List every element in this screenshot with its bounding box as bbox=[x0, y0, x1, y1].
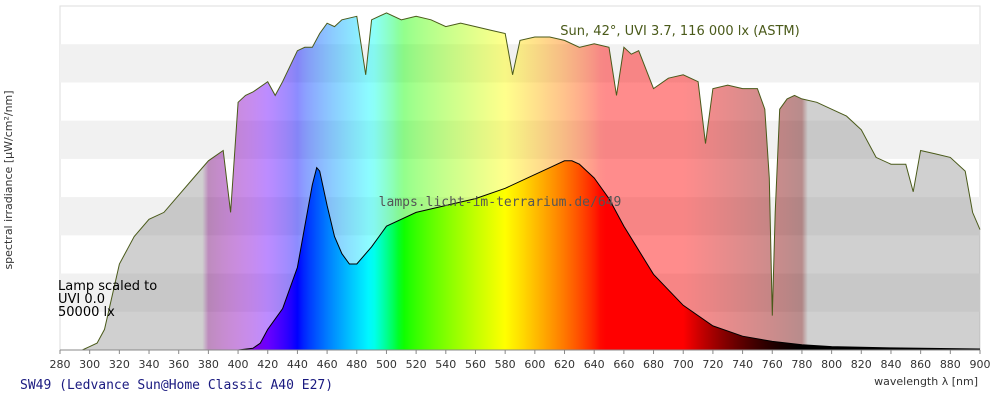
y-axis-label: spectral irradiance [µW/cm²/nm] bbox=[2, 90, 15, 269]
x-tick-label: 660 bbox=[613, 358, 634, 371]
x-tick-label: 380 bbox=[198, 358, 219, 371]
lamp-spectrum-line bbox=[238, 160, 981, 351]
sun-series-label: Sun, 42°, UVI 3.7, 116 000 lx (ASTM) bbox=[560, 24, 799, 39]
sun-spectrum-line bbox=[82, 12, 981, 351]
x-tick-label: 420 bbox=[257, 358, 278, 371]
x-tick-label: 500 bbox=[376, 358, 397, 371]
x-tick-label: 720 bbox=[702, 358, 723, 371]
x-tick-label: 460 bbox=[317, 358, 338, 371]
watermark-text: lamps.licht-im-terrarium.de/649 bbox=[379, 195, 622, 210]
x-tick-label: 820 bbox=[851, 358, 872, 371]
x-axis-ticks: 280 300 320 340 360 380 400 420 440 460 480 500 520 5… bbox=[50, 350, 991, 371]
footer-lamp-name: SW49 (Ledvance Sun@Home Classic A40 E27) bbox=[20, 378, 333, 393]
x-tick-label: 580 bbox=[495, 358, 516, 371]
x-tick-label: 340 bbox=[139, 358, 160, 371]
x-tick-label: 600 bbox=[524, 358, 545, 371]
x-tick-label: 300 bbox=[79, 358, 100, 371]
x-tick-label: 860 bbox=[910, 358, 931, 371]
x-tick-label: 800 bbox=[821, 358, 842, 371]
x-axis-label: wavelength λ [nm] bbox=[874, 375, 978, 388]
x-tick-label: 540 bbox=[435, 358, 456, 371]
x-tick-label: 880 bbox=[940, 358, 961, 371]
lamp-label-line-3: 50000 lx bbox=[58, 305, 115, 320]
x-tick-label: 320 bbox=[109, 358, 130, 371]
x-tick-label: 760 bbox=[762, 358, 783, 371]
x-tick-label: 360 bbox=[168, 358, 189, 371]
x-tick-label: 700 bbox=[673, 358, 694, 371]
x-tick-label: 900 bbox=[970, 358, 991, 371]
x-tick-label: 280 bbox=[50, 358, 71, 371]
lamp-label-line-1: Lamp scaled to bbox=[58, 279, 157, 294]
x-tick-label: 520 bbox=[406, 358, 427, 371]
x-tick-label: 440 bbox=[287, 358, 308, 371]
x-tick-label: 620 bbox=[554, 358, 575, 371]
x-tick-label: 740 bbox=[732, 358, 753, 371]
x-tick-label: 400 bbox=[228, 358, 249, 371]
x-tick-label: 840 bbox=[880, 358, 901, 371]
x-tick-label: 780 bbox=[791, 358, 812, 371]
x-tick-label: 480 bbox=[346, 358, 367, 371]
x-tick-label: 640 bbox=[584, 358, 605, 371]
x-tick-label: 560 bbox=[465, 358, 486, 371]
lamp-label-line-2: UVI 0.0 bbox=[58, 292, 105, 307]
x-tick-label: 680 bbox=[643, 358, 664, 371]
